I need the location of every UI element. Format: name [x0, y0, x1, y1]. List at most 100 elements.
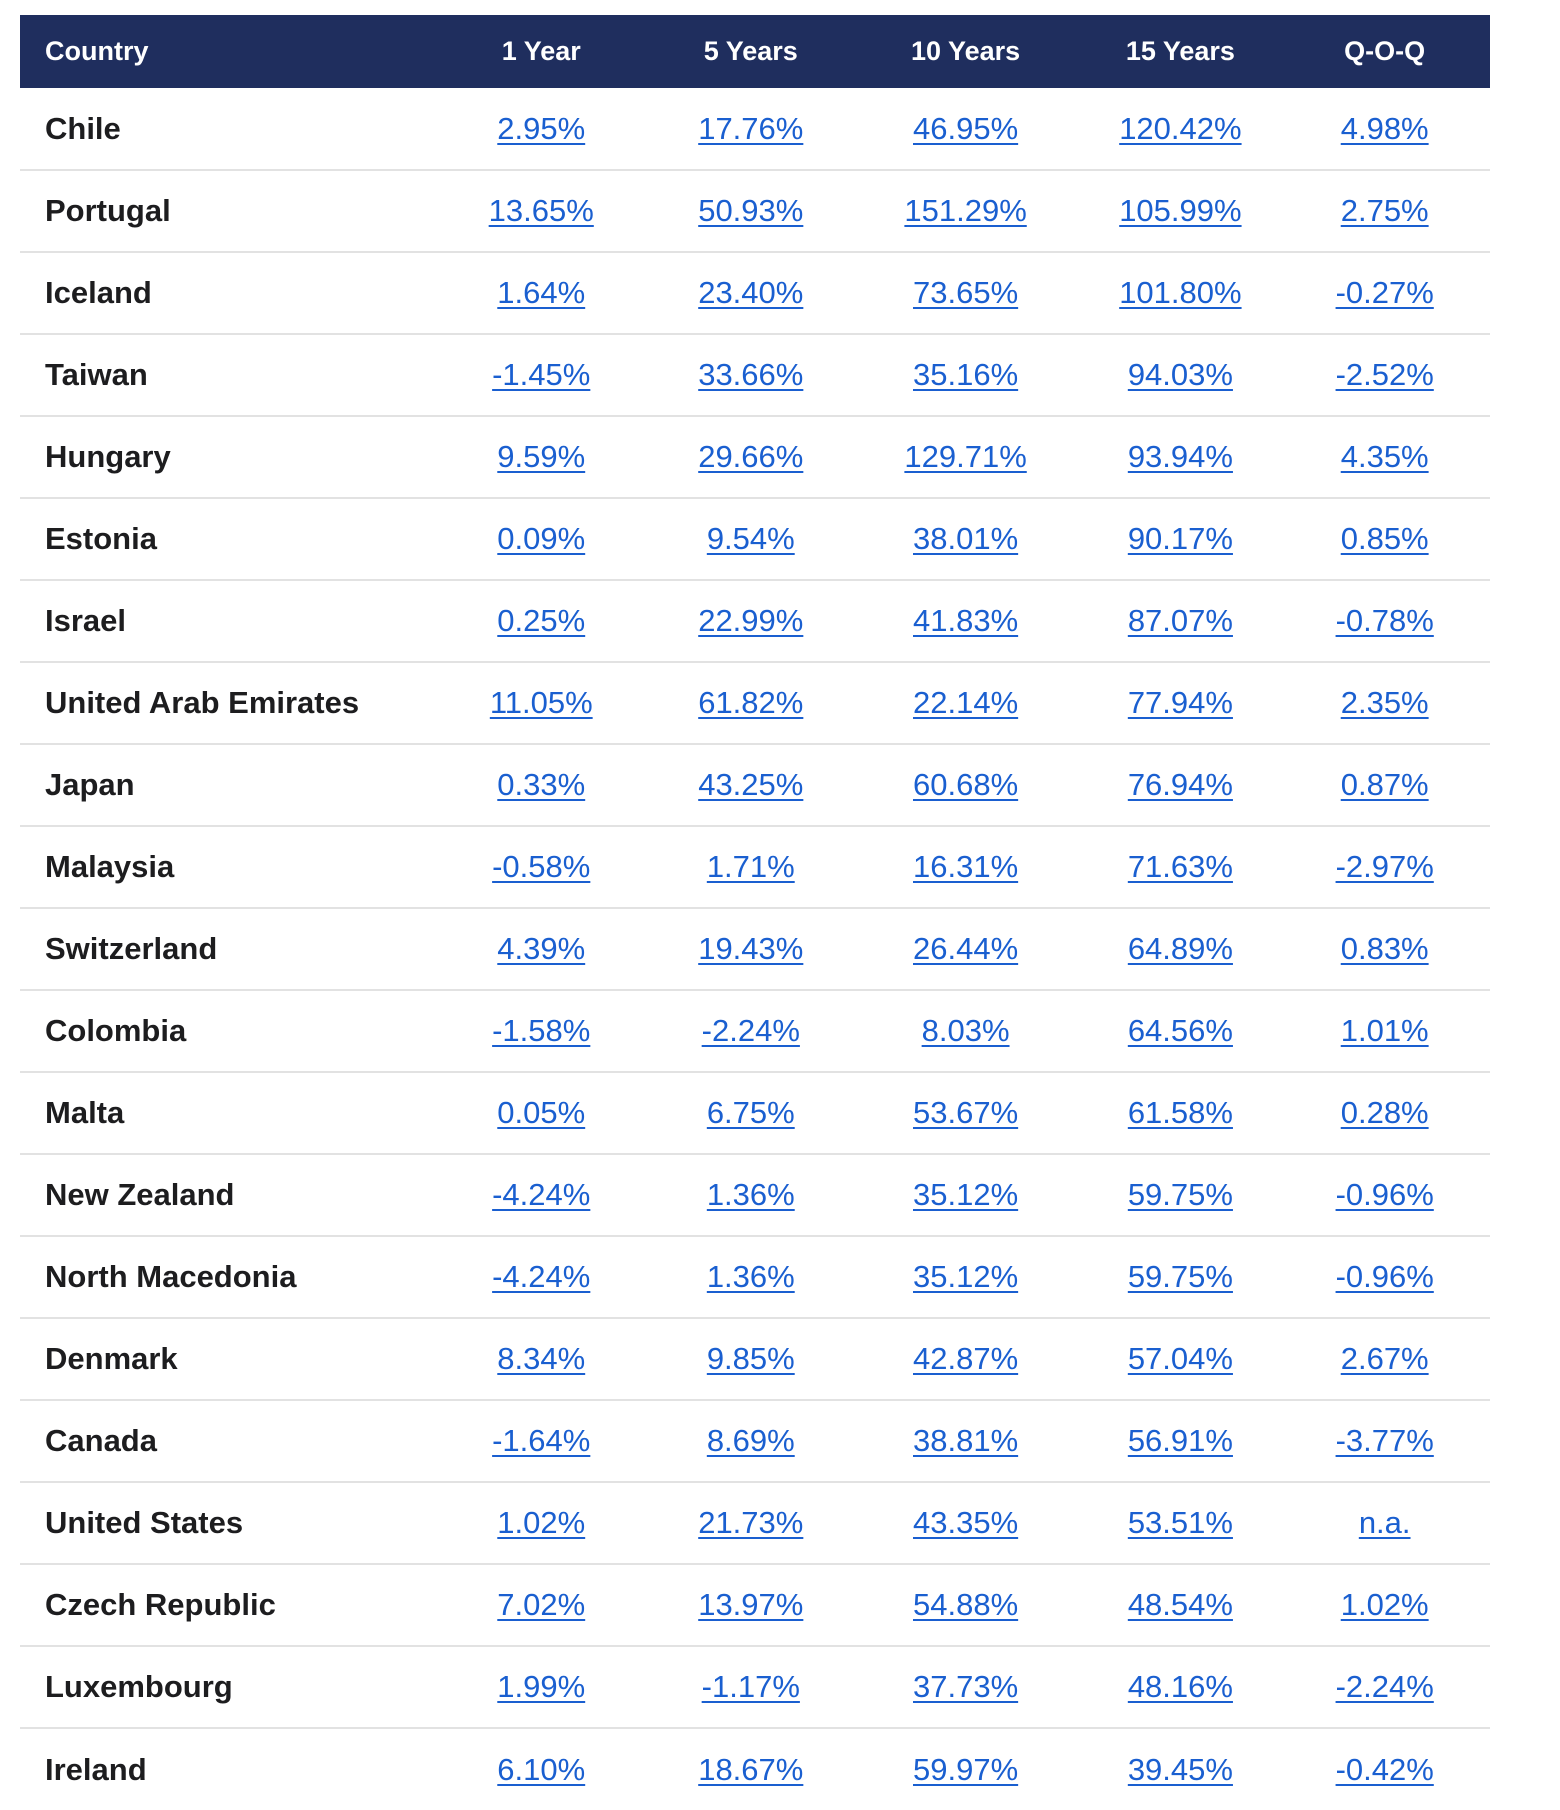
cell-5-years-link[interactable]: 19.43% — [698, 931, 804, 966]
cell-qoq-link[interactable]: -0.27% — [1335, 275, 1434, 310]
cell-10-years-link[interactable]: 151.29% — [904, 193, 1027, 228]
cell-10-years-link[interactable]: 16.31% — [913, 849, 1019, 884]
cell-qoq-link[interactable]: n.a. — [1358, 1505, 1411, 1540]
cell-15-years-link[interactable]: 94.03% — [1127, 357, 1233, 392]
cell-5-years-link[interactable]: 9.54% — [706, 521, 795, 556]
cell-1-year-link[interactable]: -1.64% — [492, 1423, 591, 1458]
cell-qoq-link[interactable]: 0.83% — [1340, 931, 1429, 966]
cell-qoq-link[interactable]: -0.96% — [1335, 1177, 1434, 1212]
cell-qoq-link[interactable]: 0.85% — [1340, 521, 1429, 556]
cell-1-year-link[interactable]: -1.58% — [492, 1013, 591, 1048]
cell-5-years-link[interactable]: 9.85% — [706, 1341, 795, 1376]
cell-1-year-link[interactable]: 1.99% — [497, 1669, 586, 1704]
cell-5-years-link[interactable]: 13.97% — [698, 1587, 804, 1622]
cell-5-years-link[interactable]: 1.36% — [706, 1177, 795, 1212]
cell-qoq-link[interactable]: 1.02% — [1340, 1587, 1429, 1622]
cell-10-years-link[interactable]: 60.68% — [913, 767, 1019, 802]
cell-10-years-link[interactable]: 53.67% — [913, 1095, 1019, 1130]
cell-10-years-link[interactable]: 59.97% — [913, 1751, 1019, 1787]
cell-1-year-link[interactable]: 0.33% — [497, 767, 586, 802]
cell-qoq-link[interactable]: -0.78% — [1335, 603, 1434, 638]
cell-15-years-link[interactable]: 48.16% — [1127, 1669, 1233, 1704]
cell-1-year-link[interactable]: 13.65% — [488, 193, 594, 228]
cell-1-year-link[interactable]: 2.95% — [497, 110, 586, 146]
cell-5-years-link[interactable]: 50.93% — [698, 193, 804, 228]
cell-qoq-link[interactable]: 1.01% — [1340, 1013, 1429, 1048]
cell-1-year-link[interactable]: -4.24% — [492, 1177, 591, 1212]
cell-1-year-link[interactable]: 8.34% — [497, 1341, 586, 1376]
cell-qoq-link[interactable]: 4.98% — [1340, 110, 1429, 146]
cell-15-years-link[interactable]: 59.75% — [1127, 1259, 1233, 1294]
cell-15-years-link[interactable]: 56.91% — [1127, 1423, 1233, 1458]
cell-5-years-link[interactable]: 1.36% — [706, 1259, 795, 1294]
cell-10-years-link[interactable]: 37.73% — [913, 1669, 1019, 1704]
cell-5-years-link[interactable]: 43.25% — [698, 767, 804, 802]
cell-15-years-link[interactable]: 53.51% — [1127, 1505, 1233, 1540]
cell-10-years-link[interactable]: 35.12% — [913, 1259, 1019, 1294]
cell-10-years-link[interactable]: 22.14% — [913, 685, 1019, 720]
cell-15-years-link[interactable]: 59.75% — [1127, 1177, 1233, 1212]
cell-15-years-link[interactable]: 71.63% — [1127, 849, 1233, 884]
cell-5-years-link[interactable]: 8.69% — [706, 1423, 795, 1458]
cell-5-years-link[interactable]: 22.99% — [698, 603, 804, 638]
cell-qoq-link[interactable]: -0.42% — [1335, 1751, 1434, 1787]
cell-5-years-link[interactable]: 6.75% — [706, 1095, 795, 1130]
cell-1-year-link[interactable]: -4.24% — [492, 1259, 591, 1294]
cell-5-years-link[interactable]: -1.17% — [701, 1669, 800, 1704]
cell-1-year-link[interactable]: 6.10% — [497, 1751, 586, 1787]
cell-1-year-link[interactable]: 11.05% — [489, 685, 593, 720]
cell-1-year-link[interactable]: 9.59% — [497, 439, 586, 474]
cell-15-years-link[interactable]: 64.56% — [1127, 1013, 1233, 1048]
cell-qoq-link[interactable]: -2.52% — [1335, 357, 1434, 392]
cell-qoq-link[interactable]: -0.96% — [1335, 1259, 1434, 1294]
cell-10-years-link[interactable]: 73.65% — [913, 275, 1019, 310]
cell-10-years-link[interactable]: 26.44% — [913, 931, 1019, 966]
cell-1-year-link[interactable]: -0.58% — [492, 849, 591, 884]
cell-15-years-link[interactable]: 48.54% — [1127, 1587, 1233, 1622]
cell-15-years-link[interactable]: 76.94% — [1127, 767, 1233, 802]
cell-5-years-link[interactable]: 1.71% — [706, 849, 795, 884]
cell-1-year-link[interactable]: 1.02% — [497, 1505, 586, 1540]
cell-15-years-link[interactable]: 57.04% — [1127, 1341, 1233, 1376]
cell-1-year-link[interactable]: 0.25% — [497, 603, 586, 638]
cell-5-years-link[interactable]: 29.66% — [698, 439, 804, 474]
cell-5-years-link[interactable]: 17.76% — [698, 110, 804, 146]
cell-qoq-link[interactable]: -3.77% — [1335, 1423, 1434, 1458]
cell-10-years-link[interactable]: 42.87% — [913, 1341, 1019, 1376]
cell-15-years-link[interactable]: 120.42% — [1119, 110, 1242, 146]
cell-qoq-link[interactable]: 2.67% — [1340, 1341, 1429, 1376]
cell-qoq-link[interactable]: 2.35% — [1340, 685, 1429, 720]
cell-5-years-link[interactable]: 21.73% — [698, 1505, 804, 1540]
cell-5-years-link[interactable]: 61.82% — [698, 685, 804, 720]
cell-1-year-link[interactable]: -1.45% — [492, 357, 591, 392]
cell-10-years-link[interactable]: 54.88% — [913, 1587, 1019, 1622]
cell-15-years-link[interactable]: 64.89% — [1127, 931, 1233, 966]
cell-5-years-link[interactable]: 33.66% — [698, 357, 804, 392]
cell-1-year-link[interactable]: 7.02% — [497, 1587, 586, 1622]
cell-15-years-link[interactable]: 101.80% — [1119, 275, 1242, 310]
cell-5-years-link[interactable]: 18.67% — [698, 1751, 804, 1787]
cell-15-years-link[interactable]: 105.99% — [1119, 193, 1242, 228]
cell-qoq-link[interactable]: 4.35% — [1340, 439, 1429, 474]
cell-15-years-link[interactable]: 61.58% — [1127, 1095, 1233, 1130]
cell-10-years-link[interactable]: 46.95% — [913, 110, 1019, 146]
cell-qoq-link[interactable]: -2.24% — [1335, 1669, 1434, 1704]
cell-1-year-link[interactable]: 1.64% — [497, 275, 586, 310]
cell-10-years-link[interactable]: 129.71% — [904, 439, 1027, 474]
cell-5-years-link[interactable]: -2.24% — [701, 1013, 800, 1048]
cell-15-years-link[interactable]: 93.94% — [1127, 439, 1233, 474]
cell-10-years-link[interactable]: 8.03% — [921, 1013, 1010, 1048]
cell-1-year-link[interactable]: 0.09% — [497, 521, 586, 556]
cell-10-years-link[interactable]: 35.16% — [913, 357, 1019, 392]
cell-1-year-link[interactable]: 0.05% — [497, 1095, 586, 1130]
cell-1-year-link[interactable]: 4.39% — [497, 931, 586, 966]
cell-qoq-link[interactable]: 0.28% — [1340, 1095, 1429, 1130]
cell-10-years-link[interactable]: 41.83% — [913, 603, 1019, 638]
cell-10-years-link[interactable]: 35.12% — [913, 1177, 1019, 1212]
cell-10-years-link[interactable]: 38.01% — [913, 521, 1019, 556]
cell-10-years-link[interactable]: 38.81% — [913, 1423, 1019, 1458]
cell-qoq-link[interactable]: 0.87% — [1340, 767, 1429, 802]
cell-15-years-link[interactable]: 77.94% — [1127, 685, 1233, 720]
cell-qoq-link[interactable]: -2.97% — [1335, 849, 1434, 884]
cell-qoq-link[interactable]: 2.75% — [1340, 193, 1429, 228]
